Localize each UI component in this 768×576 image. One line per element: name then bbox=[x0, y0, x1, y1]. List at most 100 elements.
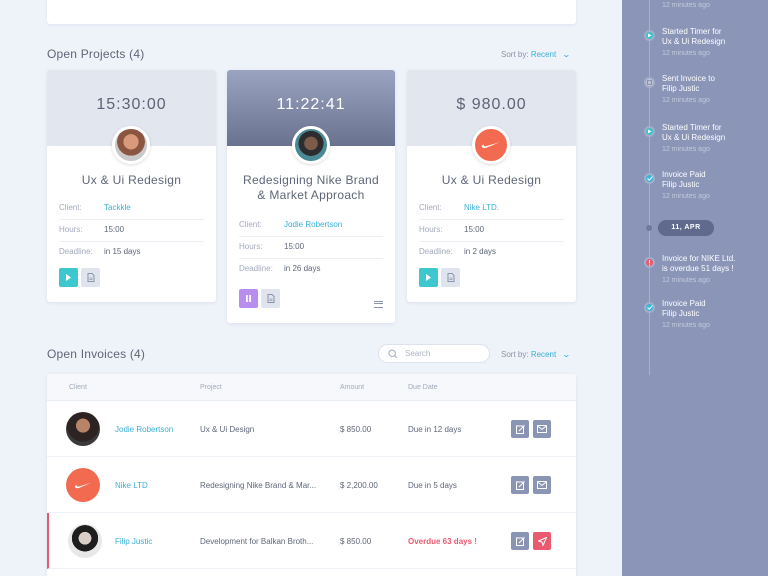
play-button[interactable] bbox=[59, 268, 78, 287]
overdue-status: Overdue 63 days ! bbox=[408, 537, 477, 546]
edit-button[interactable] bbox=[511, 476, 529, 494]
sort-label: Sort by: bbox=[501, 50, 529, 59]
project-title-line2: & Market Approach bbox=[257, 188, 365, 202]
client-link[interactable]: Jodie Robertson bbox=[284, 220, 343, 229]
play-icon bbox=[648, 33, 652, 38]
field-client: Client: Nike LTD. bbox=[419, 198, 564, 220]
project-title: Ux & Ui Redesign bbox=[441, 173, 542, 187]
due-date-cell: Due in 12 days bbox=[408, 425, 462, 434]
timeline-line1: Invoice Paid bbox=[662, 299, 706, 308]
mail-icon bbox=[537, 481, 547, 489]
timeline-text: Invoice Paid Filip Justic bbox=[662, 170, 762, 190]
column-header-project[interactable]: Project bbox=[200, 384, 222, 391]
field-value: 15:00 bbox=[104, 225, 125, 234]
amount-cell: $ 850.00 bbox=[340, 425, 372, 434]
timeline-line2: Ux & Ui Redesign bbox=[662, 37, 726, 46]
column-header-client[interactable]: Client bbox=[69, 384, 87, 391]
check-icon bbox=[646, 305, 653, 310]
send-icon bbox=[537, 536, 547, 546]
timeline-line bbox=[649, 0, 650, 375]
email-button[interactable] bbox=[533, 420, 551, 438]
search-icon bbox=[388, 349, 398, 359]
invoice-doc-button[interactable] bbox=[81, 268, 100, 287]
invoice-doc-button[interactable] bbox=[441, 268, 460, 287]
project-card[interactable]: $ 980.00 Ux & Ui Redesign Client: Nike L… bbox=[407, 70, 576, 302]
nike-logo-avatar bbox=[472, 126, 510, 164]
timeline-text: Started Timer for Ux & Ui Redesign bbox=[662, 27, 762, 47]
edit-icon bbox=[515, 480, 525, 490]
timeline-time: 12 minutes ago bbox=[662, 2, 710, 9]
pause-icon bbox=[246, 295, 251, 302]
project-cell: Redesigning Nike Brand & Mar... bbox=[200, 481, 317, 490]
play-icon bbox=[648, 129, 652, 134]
pause-button[interactable] bbox=[239, 289, 258, 308]
client-link[interactable]: Jodie Robertson bbox=[115, 425, 174, 434]
exclamation-icon bbox=[649, 259, 650, 265]
table-row[interactable]: Nike LTD Redesigning Nike Brand & Mar...… bbox=[47, 457, 576, 513]
date-divider: 11, APR bbox=[658, 220, 714, 236]
client-link[interactable]: Tackkle bbox=[104, 203, 131, 212]
check-icon bbox=[646, 176, 653, 181]
project-card-active[interactable]: 11:22:41 Redesigning Nike Brand & Market… bbox=[227, 70, 395, 323]
edit-icon bbox=[515, 424, 525, 434]
timeline-line1: Started Timer for bbox=[662, 123, 722, 132]
timeline-line2: is overdue 51 days ! bbox=[662, 264, 734, 273]
field-label: Hours: bbox=[59, 225, 83, 234]
client-link[interactable]: Nike LTD bbox=[115, 481, 148, 490]
project-card[interactable]: 15:30:00 Ux & Ui Redesign Client: Tackkl… bbox=[47, 70, 216, 302]
timeline-time: 12 minutes ago bbox=[662, 50, 710, 57]
projects-sort-dropdown[interactable]: Sort by: Recent ⌄ bbox=[501, 50, 572, 59]
search-input[interactable] bbox=[405, 348, 485, 359]
chevron-down-icon: ⌄ bbox=[562, 50, 572, 59]
alert-status-icon bbox=[644, 257, 655, 268]
timeline-line2: Filip Justic bbox=[662, 84, 700, 93]
mail-icon bbox=[647, 80, 652, 85]
timeline-line1: Invoice for NIKE Ltd. bbox=[662, 254, 736, 263]
send-reminder-button[interactable] bbox=[533, 532, 551, 550]
invoices-section-title: Open Invoices (4) bbox=[47, 347, 146, 361]
timeline-line1: Sent Invoice to bbox=[662, 74, 715, 83]
column-header-amount[interactable]: Amount bbox=[340, 384, 365, 391]
client-link[interactable]: Filip Justic bbox=[115, 537, 153, 546]
email-button[interactable] bbox=[533, 476, 551, 494]
sort-value: Recent bbox=[530, 50, 557, 59]
timeline-time: 12 minutes ago bbox=[662, 322, 710, 329]
field-label: Deadline: bbox=[419, 247, 453, 256]
project-title-line1: Redesigning Nike Brand bbox=[242, 173, 379, 187]
timeline-text: Started Timer for Ux & Ui Redesign bbox=[662, 123, 762, 143]
main-content: Open Projects (4) Sort by: Recent ⌄ 15:3… bbox=[47, 0, 576, 576]
invoices-sort-dropdown[interactable]: Sort by: Recent ⌄ bbox=[501, 350, 571, 359]
invoice-doc-button[interactable] bbox=[261, 289, 280, 308]
menu-icon[interactable] bbox=[374, 301, 383, 308]
search-box[interactable] bbox=[378, 344, 490, 363]
invoice-status-icon bbox=[644, 77, 655, 88]
play-icon bbox=[66, 274, 71, 281]
play-button[interactable] bbox=[419, 268, 438, 287]
avatar bbox=[292, 126, 330, 164]
date-marker-dot bbox=[646, 225, 652, 231]
field-value: 15:00 bbox=[284, 242, 305, 251]
nike-logo-avatar bbox=[66, 468, 100, 502]
timeline-line1: Started Timer for bbox=[662, 27, 722, 36]
timeline-text: Invoice Paid Filip Justic bbox=[662, 299, 762, 319]
timeline-line1: Invoice Paid bbox=[662, 170, 706, 179]
timeline-text: Sent Invoice to Filip Justic bbox=[662, 74, 762, 94]
timeline-time: 12 minutes ago bbox=[662, 193, 710, 200]
edit-button[interactable] bbox=[511, 532, 529, 550]
document-icon bbox=[447, 273, 454, 282]
project-cell: Ux & Ui Design bbox=[200, 425, 255, 434]
client-link[interactable]: Nike LTD. bbox=[464, 203, 499, 212]
field-value: in 2 days bbox=[464, 247, 497, 256]
avatar bbox=[68, 524, 102, 558]
table-header: Client Project Amount Due Date bbox=[47, 374, 576, 401]
field-label: Hours: bbox=[419, 225, 443, 234]
field-value: in 26 days bbox=[284, 264, 321, 273]
field-value: in 15 days bbox=[104, 247, 141, 256]
table-row[interactable]: Jodie Robertson Ux & Ui Design $ 850.00 … bbox=[47, 401, 576, 457]
timeline-time: 12 minutes ago bbox=[662, 277, 710, 284]
avatar bbox=[66, 412, 100, 446]
project-title: Ux & Ui Redesign bbox=[81, 173, 182, 187]
edit-button[interactable] bbox=[511, 420, 529, 438]
table-row-overdue[interactable]: Filip Justic Development for Balkan Brot… bbox=[47, 513, 576, 569]
column-header-due-date[interactable]: Due Date bbox=[408, 384, 438, 391]
